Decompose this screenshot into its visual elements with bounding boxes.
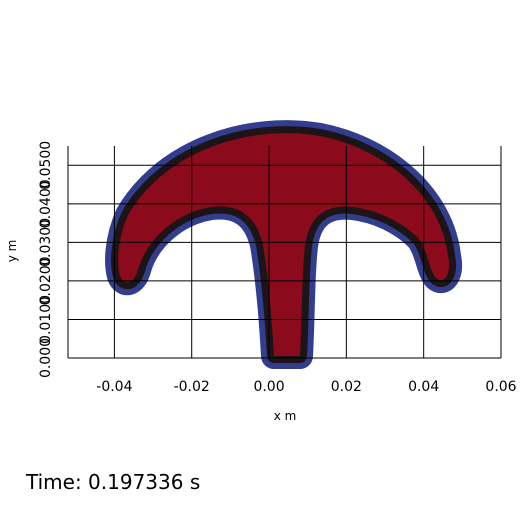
x-tick-label: 0.06 xyxy=(485,379,516,395)
y-axis-title: y m xyxy=(5,240,19,263)
y-tick-label: 0.0500 xyxy=(38,141,54,190)
x-tick-label: 0.00 xyxy=(253,379,284,395)
x-tick-label: -0.04 xyxy=(96,379,132,395)
shape-fill xyxy=(118,133,450,356)
shape-fill-layer xyxy=(118,133,450,356)
grid-layer xyxy=(67,146,502,359)
y-tick-label: 0.000 xyxy=(38,338,54,378)
x-axis-title: x m xyxy=(274,409,297,423)
y-tick-label: 0.0400 xyxy=(38,179,54,228)
y-tick-label: 0.0200 xyxy=(38,256,54,305)
time-caption: Time: 0.197336 s xyxy=(26,470,201,494)
x-tick-label: 0.02 xyxy=(331,379,362,395)
x-tick-label: -0.02 xyxy=(174,379,210,395)
y-tick-label: 0.0100 xyxy=(38,295,54,344)
y-tick-label: 0.0300 xyxy=(38,218,54,267)
x-tick-labels: -0.04 -0.02 0.00 0.02 0.04 0.06 xyxy=(96,379,516,395)
x-tick-label: 0.04 xyxy=(408,379,439,395)
